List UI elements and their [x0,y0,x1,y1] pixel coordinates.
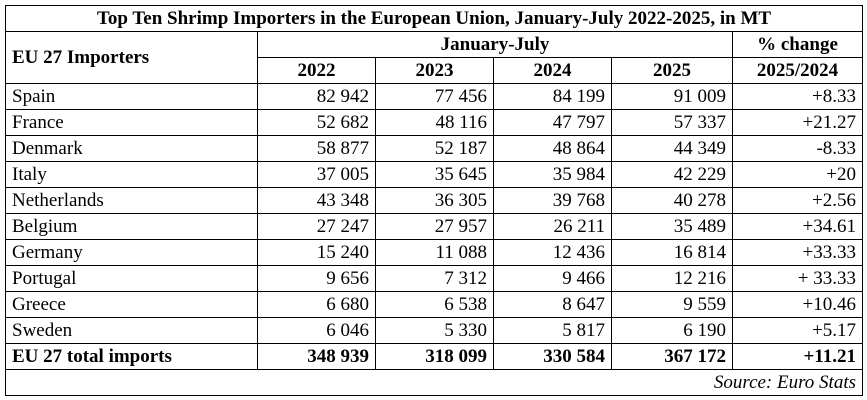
total-2023-cell: 318 099 [375,343,494,370]
value-2024-cell: 35 984 [493,161,612,188]
value-2022-cell: 15 240 [257,239,376,266]
total-change-cell: +11.21 [731,343,864,370]
change-cell: +8.33 [731,83,864,110]
value-2022-cell: 9 656 [257,265,376,292]
value-2023-cell: 7 312 [375,265,494,292]
change-cell: +34.61 [731,213,864,240]
total-label-cell: EU 27 total imports [5,343,258,370]
change-header-line1: % change [731,31,864,58]
value-2023-cell: 77 456 [375,83,494,110]
value-2022-cell: 6 680 [257,291,376,318]
value-2025-cell: 6 190 [611,317,733,344]
value-2024-cell: 5 817 [493,317,612,344]
value-2022-cell: 37 005 [257,161,376,188]
value-2023-cell: 36 305 [375,187,494,214]
value-2023-cell: 27 957 [375,213,494,240]
change-cell: +21.27 [731,109,864,136]
value-2025-cell: 57 337 [611,109,733,136]
country-cell: Netherlands [5,187,258,214]
value-2023-cell: 35 645 [375,161,494,188]
country-cell: Belgium [5,213,258,240]
table-row: Denmark 58 877 52 187 48 864 44 349 -8.3… [5,135,864,162]
change-cell: +5.17 [731,317,864,344]
change-header-line2: 2025/2024 [731,57,864,84]
country-cell: Sweden [5,317,258,344]
country-cell: Denmark [5,135,258,162]
value-2024-cell: 9 466 [493,265,612,292]
table-row: Sweden 6 046 5 330 5 817 6 190 +5.17 [5,317,864,344]
value-2023-cell: 52 187 [375,135,494,162]
year-header-2024: 2024 [493,57,612,84]
table-row: Netherlands 43 348 36 305 39 768 40 278 … [5,187,864,214]
table-row: Greece 6 680 6 538 8 647 9 559 +10.46 [5,291,864,318]
value-2025-cell: 40 278 [611,187,733,214]
shrimp-importers-table-container: Top Ten Shrimp Importers in the European… [4,5,864,396]
country-cell: Italy [5,161,258,188]
value-2022-cell: 43 348 [257,187,376,214]
change-cell: +2.56 [731,187,864,214]
value-2022-cell: 58 877 [257,135,376,162]
value-2023-cell: 11 088 [375,239,494,266]
value-2025-cell: 35 489 [611,213,733,240]
period-header: January-July [257,31,733,58]
value-2025-cell: 16 814 [611,239,733,266]
change-cell: -8.33 [731,135,864,162]
change-cell: + 33.33 [731,265,864,292]
country-cell: Germany [5,239,258,266]
table-row: Portugal 9 656 7 312 9 466 12 216 + 33.3… [5,265,864,292]
value-2025-cell: 42 229 [611,161,733,188]
source-note: Source: Euro Stats [4,369,864,396]
shrimp-importers-table: Top Ten Shrimp Importers in the European… [4,5,864,396]
total-2024-cell: 330 584 [493,343,612,370]
country-cell: France [5,109,258,136]
table-row: Belgium 27 247 27 957 26 211 35 489 +34.… [5,213,864,240]
value-2024-cell: 26 211 [493,213,612,240]
year-header-2025: 2025 [611,57,733,84]
value-2022-cell: 82 942 [257,83,376,110]
table-title: Top Ten Shrimp Importers in the European… [4,5,864,32]
value-2024-cell: 12 436 [493,239,612,266]
value-2024-cell: 47 797 [493,109,612,136]
value-2023-cell: 5 330 [375,317,494,344]
value-2022-cell: 52 682 [257,109,376,136]
value-2022-cell: 6 046 [257,317,376,344]
value-2024-cell: 48 864 [493,135,612,162]
value-2023-cell: 6 538 [375,291,494,318]
change-cell: +20 [731,161,864,188]
value-2025-cell: 9 559 [611,291,733,318]
table-row: Germany 15 240 11 088 12 436 16 814 +33.… [5,239,864,266]
change-cell: +10.46 [731,291,864,318]
value-2025-cell: 12 216 [611,265,733,292]
importers-header: EU 27 Importers [5,31,258,84]
table-row: France 52 682 48 116 47 797 57 337 +21.2… [5,109,864,136]
year-header-2022: 2022 [257,57,376,84]
country-cell: Greece [5,291,258,318]
table-row: Italy 37 005 35 645 35 984 42 229 +20 [5,161,864,188]
year-header-2023: 2023 [375,57,494,84]
country-cell: Spain [5,83,258,110]
value-2024-cell: 39 768 [493,187,612,214]
change-cell: +33.33 [731,239,864,266]
value-2023-cell: 48 116 [375,109,494,136]
value-2022-cell: 27 247 [257,213,376,240]
value-2025-cell: 91 009 [611,83,733,110]
country-cell: Portugal [5,265,258,292]
total-2022-cell: 348 939 [257,343,376,370]
table-row: Spain 82 942 77 456 84 199 91 009 +8.33 [5,83,864,110]
value-2024-cell: 84 199 [493,83,612,110]
value-2025-cell: 44 349 [611,135,733,162]
value-2024-cell: 8 647 [493,291,612,318]
total-row: EU 27 total imports 348 939 318 099 330 … [5,343,864,370]
total-2025-cell: 367 172 [611,343,733,370]
